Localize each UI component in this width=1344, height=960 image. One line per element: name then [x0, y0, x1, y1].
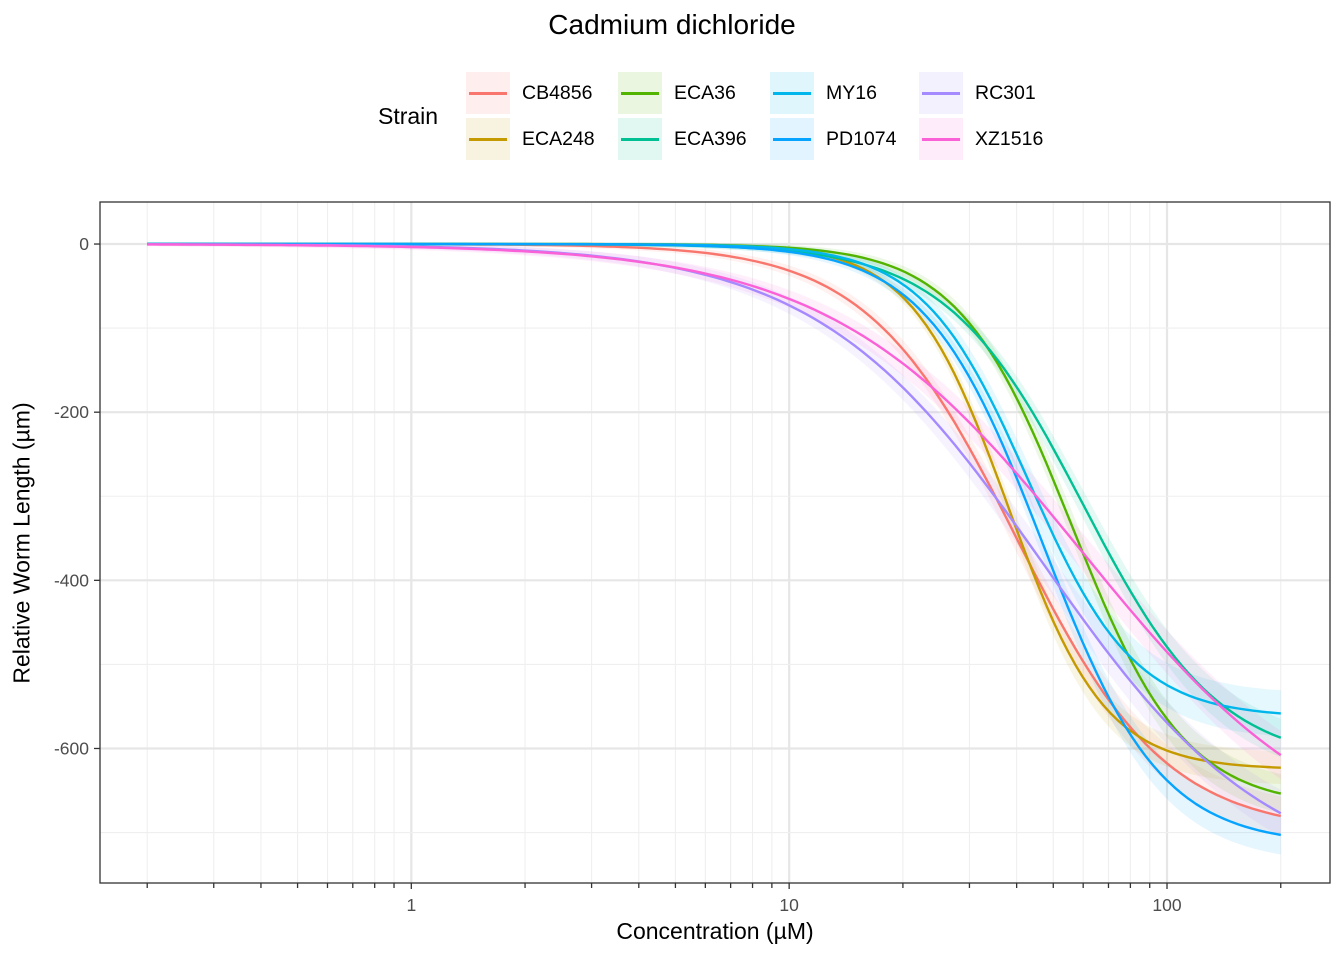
chart-title: Cadmium dichloride	[548, 9, 796, 40]
y-tick-label: -400	[54, 570, 89, 590]
legend-key-line	[922, 138, 960, 141]
x-tick-label: 10	[779, 895, 799, 915]
legend-key-line	[773, 138, 811, 141]
legend-key	[769, 117, 815, 161]
panel-rect	[100, 202, 1330, 883]
legend-key-line	[773, 92, 811, 95]
confidence-band-cb4856	[147, 242, 1281, 836]
y-axis: 0 -200 -400 -600	[54, 234, 100, 758]
legend-label: XZ1516	[975, 128, 1044, 150]
plot-panel-background	[100, 202, 1330, 883]
y-tick-label: -200	[54, 402, 89, 422]
legend-key	[918, 71, 964, 115]
y-tick-label: -600	[54, 738, 89, 758]
legend-label: MY16	[826, 82, 877, 104]
confidence-bands	[147, 242, 1281, 855]
legend-key	[617, 117, 663, 161]
x-axis-title: Concentration (µM)	[616, 918, 814, 944]
fitted-curves	[147, 242, 1282, 837]
legend-key-line	[621, 92, 659, 95]
confidence-band-pd1074	[147, 242, 1281, 855]
legend-key-line	[469, 138, 507, 141]
legend-label: ECA248	[522, 128, 595, 150]
confidence-band-xz1516	[147, 242, 1281, 780]
legend-key	[617, 71, 663, 115]
curve-pd1074	[147, 242, 1282, 837]
panel-border	[99, 201, 1331, 884]
grid-lines	[100, 202, 1330, 883]
x-tick-label: 100	[1152, 895, 1181, 915]
confidence-band-my16	[147, 242, 1281, 737]
legend-key-line	[621, 138, 659, 141]
x-tick-label: 1	[406, 895, 416, 915]
legend-key-line	[469, 92, 507, 95]
plot-panel-border	[99, 201, 1331, 884]
legend-label: RC301	[975, 82, 1036, 104]
legend-key-line	[922, 92, 960, 95]
legend-label: PD1074	[826, 128, 897, 150]
curve-xz1516	[147, 243, 1282, 757]
legend-title: Strain	[378, 103, 439, 129]
y-tick-label: 0	[79, 234, 89, 254]
legend-label: ECA36	[674, 82, 736, 104]
legend-key	[465, 71, 511, 115]
legend-key	[918, 117, 964, 161]
legend-label: ECA396	[674, 128, 747, 150]
legend-label: CB4856	[522, 82, 593, 104]
legend-key	[769, 71, 815, 115]
x-axis: 1 10 100	[146, 883, 1282, 915]
y-axis-title: Relative Worm Length (µm)	[8, 402, 35, 684]
legend-key	[465, 117, 511, 161]
